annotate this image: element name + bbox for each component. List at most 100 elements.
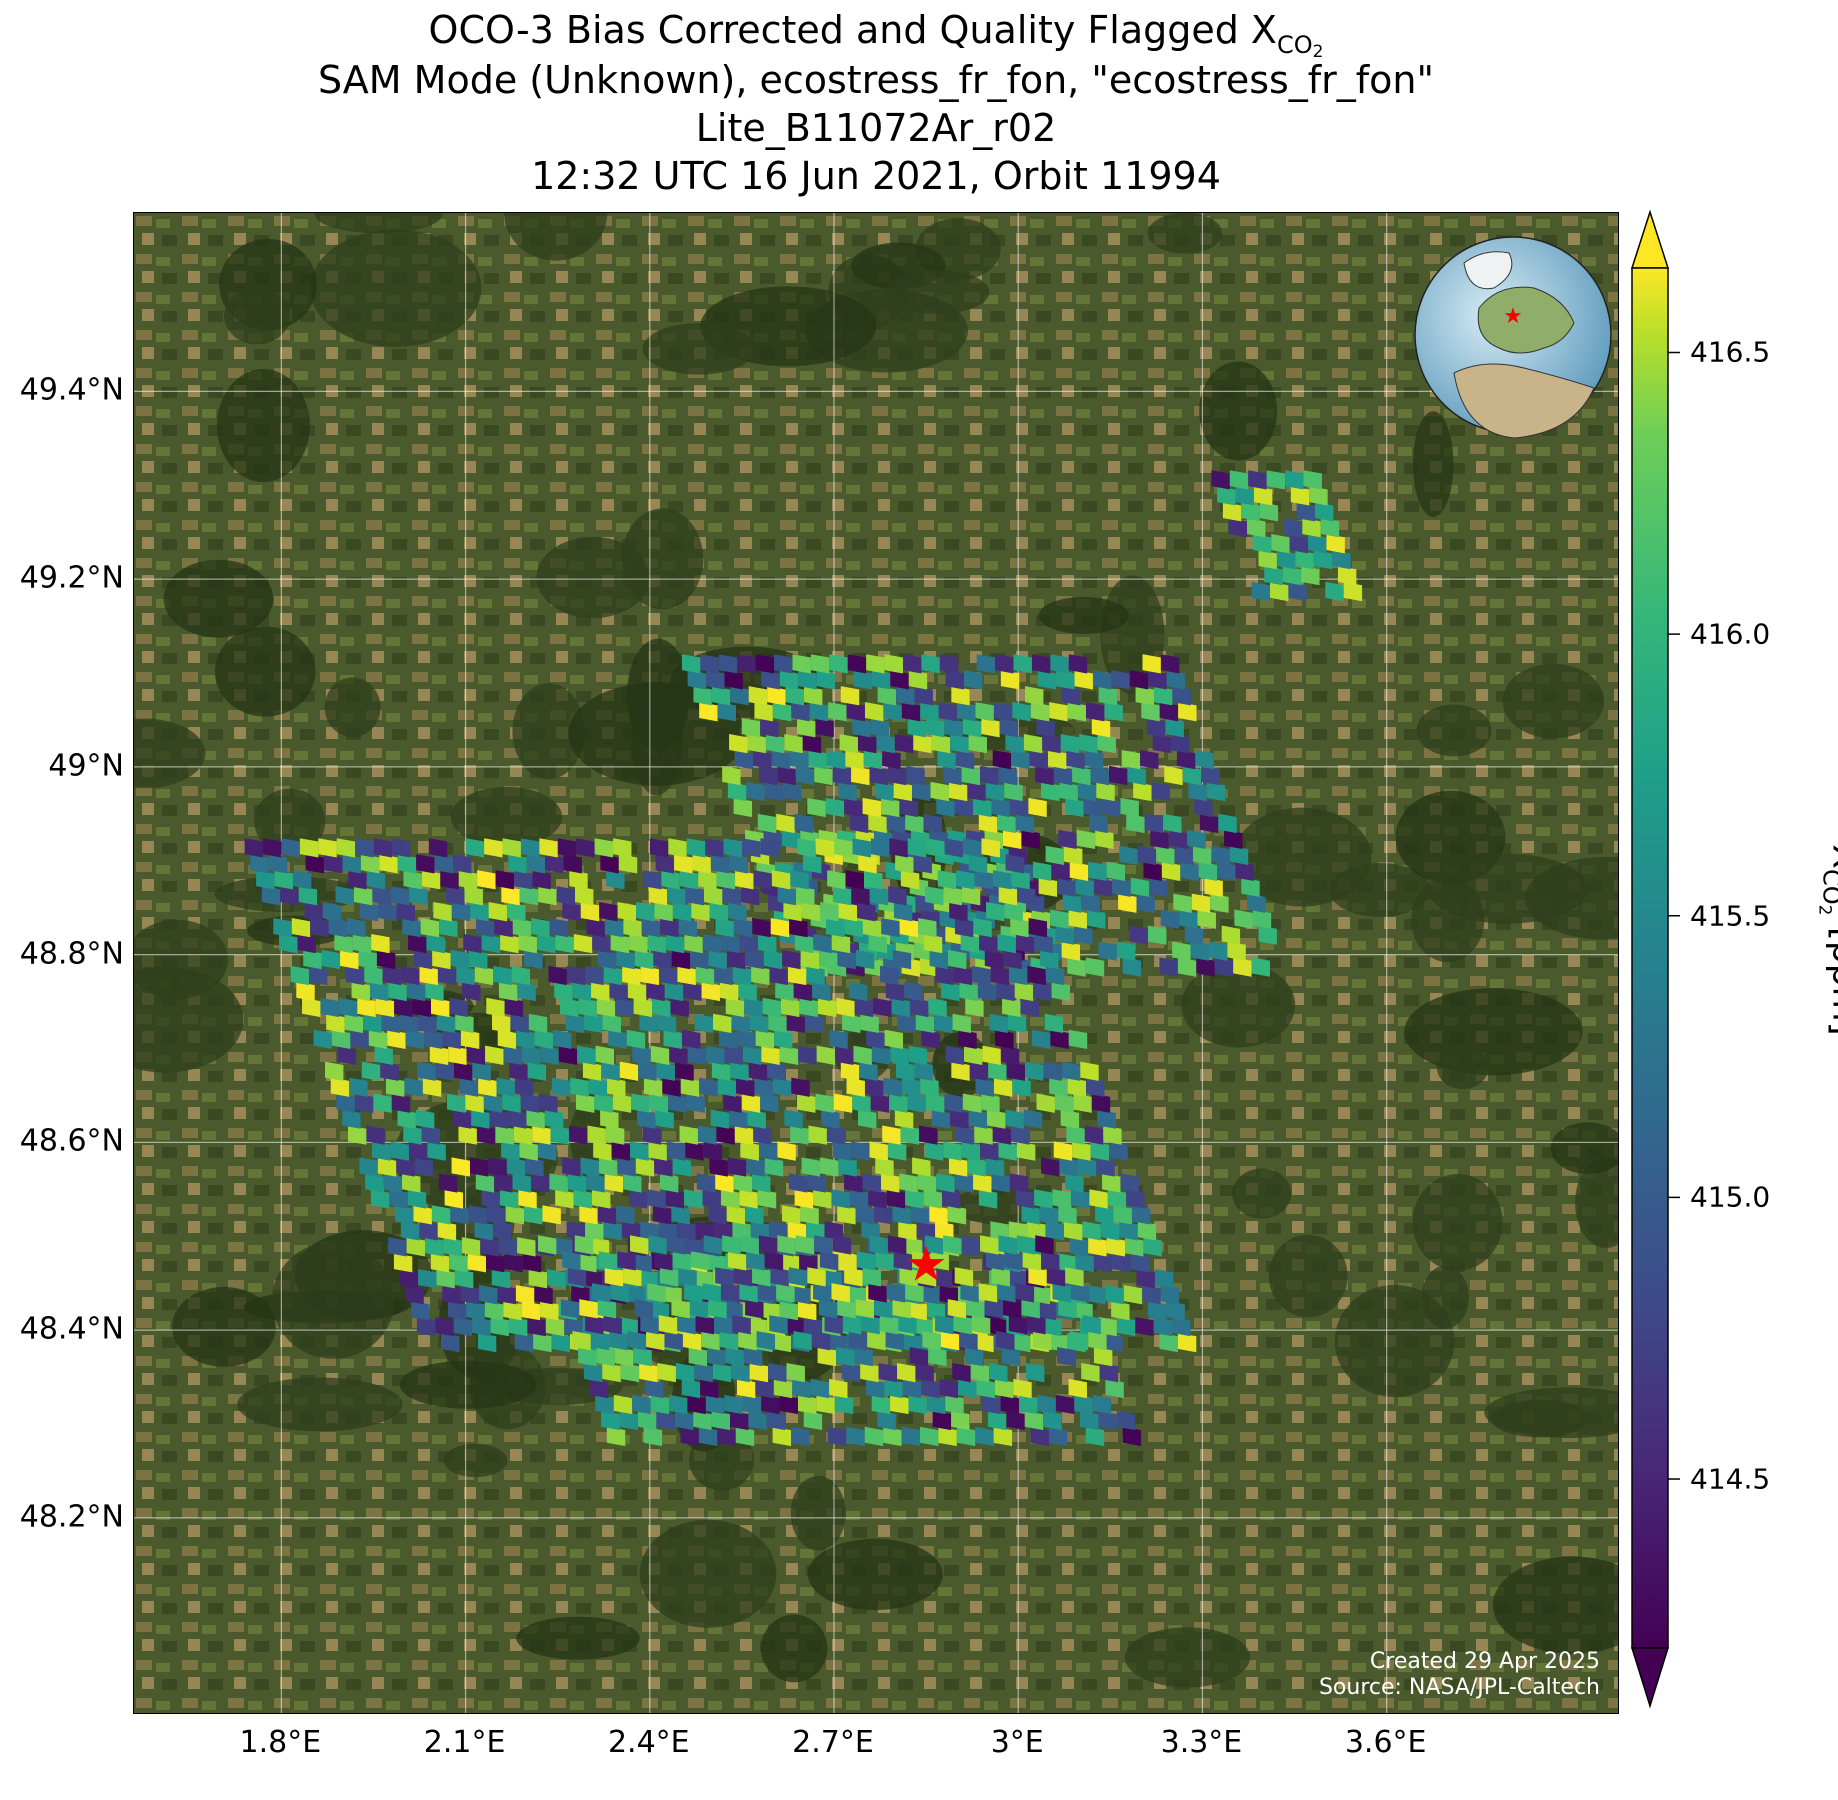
xco2-pixel xyxy=(833,1235,851,1254)
xco2-pixel xyxy=(713,1363,731,1382)
xco2-pixel xyxy=(1142,654,1160,673)
xco2-pixel xyxy=(734,1267,752,1286)
xco2-pixel xyxy=(690,1299,708,1318)
xco2-pixel xyxy=(700,654,718,673)
xco2-pixel xyxy=(737,1379,755,1398)
xco2-pixel xyxy=(1024,1110,1042,1129)
xco2-pixel xyxy=(949,782,967,801)
xco2-pixel xyxy=(986,782,1004,801)
xco2-pixel xyxy=(967,782,985,801)
xco2-pixel xyxy=(1035,1235,1053,1254)
xco2-pixel xyxy=(1196,957,1214,976)
xco2-pixel xyxy=(1164,766,1182,785)
xco2-pixel xyxy=(755,1379,773,1398)
xco2-pixel xyxy=(749,1062,767,1081)
xco2-pixel xyxy=(721,934,739,953)
xco2-pixel xyxy=(322,950,340,969)
xco2-pixel xyxy=(729,734,747,753)
xco2-pixel xyxy=(1108,1189,1126,1208)
xco2-pixel xyxy=(851,1141,869,1160)
xco2-pixel xyxy=(951,686,969,705)
xco2-pixel xyxy=(585,1221,603,1240)
xco2-pixel xyxy=(692,854,710,873)
xco2-pixel xyxy=(813,1283,831,1302)
xco2-pixel xyxy=(833,766,851,785)
xco2-pixel xyxy=(924,934,942,953)
xco2-pixel xyxy=(639,1014,657,1033)
xco2-pixel xyxy=(1141,702,1159,721)
xco2-pixel xyxy=(586,1173,604,1192)
xco2-pixel xyxy=(1252,582,1270,601)
xco2-pixel xyxy=(1075,670,1093,689)
xco2-pixel xyxy=(935,966,953,985)
xco2-pixel xyxy=(1248,470,1266,489)
xco2-pixel xyxy=(1056,670,1074,689)
xco2-pixel xyxy=(401,1221,419,1240)
xco2-pixel xyxy=(585,1315,603,1334)
xco2-pixel xyxy=(962,1141,980,1160)
xco2-pixel xyxy=(1093,1395,1111,1414)
xco2-pixel xyxy=(1230,470,1248,489)
xco2-pixel xyxy=(948,1205,966,1224)
xco2-pixel xyxy=(658,1363,676,1382)
xco2-pixel xyxy=(938,1427,956,1446)
colorbar-extend-max xyxy=(1632,212,1668,268)
xco2-pixel xyxy=(952,1363,970,1382)
xco2-pixel xyxy=(535,1030,553,1049)
xco2-pixel xyxy=(1105,1379,1123,1398)
xco2-pixel xyxy=(685,1141,703,1160)
xco2-pixel xyxy=(485,1046,503,1065)
xco2-pixel xyxy=(901,1125,919,1144)
xco2-pixel xyxy=(774,1379,792,1398)
xco2-pixel xyxy=(1169,830,1187,849)
xco2-pixel xyxy=(801,950,819,969)
xco2-pixel xyxy=(699,702,717,721)
xco2-pixel xyxy=(899,1173,917,1192)
xco2-pixel xyxy=(597,998,615,1017)
xco2-pixel xyxy=(576,1094,594,1113)
xco2-pixel xyxy=(914,854,932,873)
xco2-pixel xyxy=(987,1110,1005,1129)
xco2-pixel xyxy=(548,966,566,985)
xco2-pixel xyxy=(710,902,728,921)
xco2-pixel xyxy=(797,718,815,737)
xco2-pixel xyxy=(818,998,836,1017)
xco2-pixel xyxy=(1166,1301,1184,1320)
xco2-pixel xyxy=(1009,1315,1027,1334)
xco2-pixel xyxy=(355,838,373,857)
xco2-pixel xyxy=(1028,798,1046,817)
xco2-pixel xyxy=(934,1014,952,1033)
xco2-pixel xyxy=(606,1125,624,1144)
xco2-pixel xyxy=(1005,734,1023,753)
colorbar-tick-label: 414.5 xyxy=(1690,1463,1770,1496)
xco2-pixel xyxy=(904,982,922,1001)
xco2-pixel xyxy=(1046,1221,1064,1240)
chart-title-line2: SAM Mode (Unknown), ecostress_fr_fon, "e… xyxy=(0,56,1752,104)
xco2-pixel xyxy=(1037,1301,1055,1320)
xco2-pixel xyxy=(470,1157,488,1176)
xco2-pixel xyxy=(737,1030,755,1049)
xco2-pixel xyxy=(442,1030,460,1049)
xco2-pixel xyxy=(590,1379,608,1398)
xco2-pixel xyxy=(949,902,967,921)
xco2-pixel xyxy=(989,1363,1007,1382)
xco2-pixel xyxy=(1153,734,1171,753)
xco2-pixel xyxy=(262,886,280,905)
forest-patch xyxy=(536,537,649,618)
xco2-pixel xyxy=(336,886,354,905)
xco2-pixel xyxy=(664,1030,682,1049)
xco2-pixel xyxy=(739,1283,757,1302)
xco2-pixel xyxy=(839,902,857,921)
xco2-pixel xyxy=(1082,1315,1100,1334)
xco2-pixel xyxy=(492,1014,510,1033)
xco2-pixel xyxy=(909,1301,927,1320)
xco2-pixel xyxy=(671,1205,689,1224)
xco2-pixel xyxy=(407,982,425,1001)
xco2-pixel xyxy=(727,1205,745,1224)
xco2-pixel xyxy=(1075,1253,1093,1272)
map-panel[interactable]: ★ ★ Created 29 Apr 2025 Source: NASA/JPL… xyxy=(133,212,1619,1714)
xco2-pixel xyxy=(852,718,870,737)
xco2-pixel xyxy=(792,654,810,673)
xco2-pixel xyxy=(922,1331,940,1350)
xco2-pixel xyxy=(592,1189,610,1208)
